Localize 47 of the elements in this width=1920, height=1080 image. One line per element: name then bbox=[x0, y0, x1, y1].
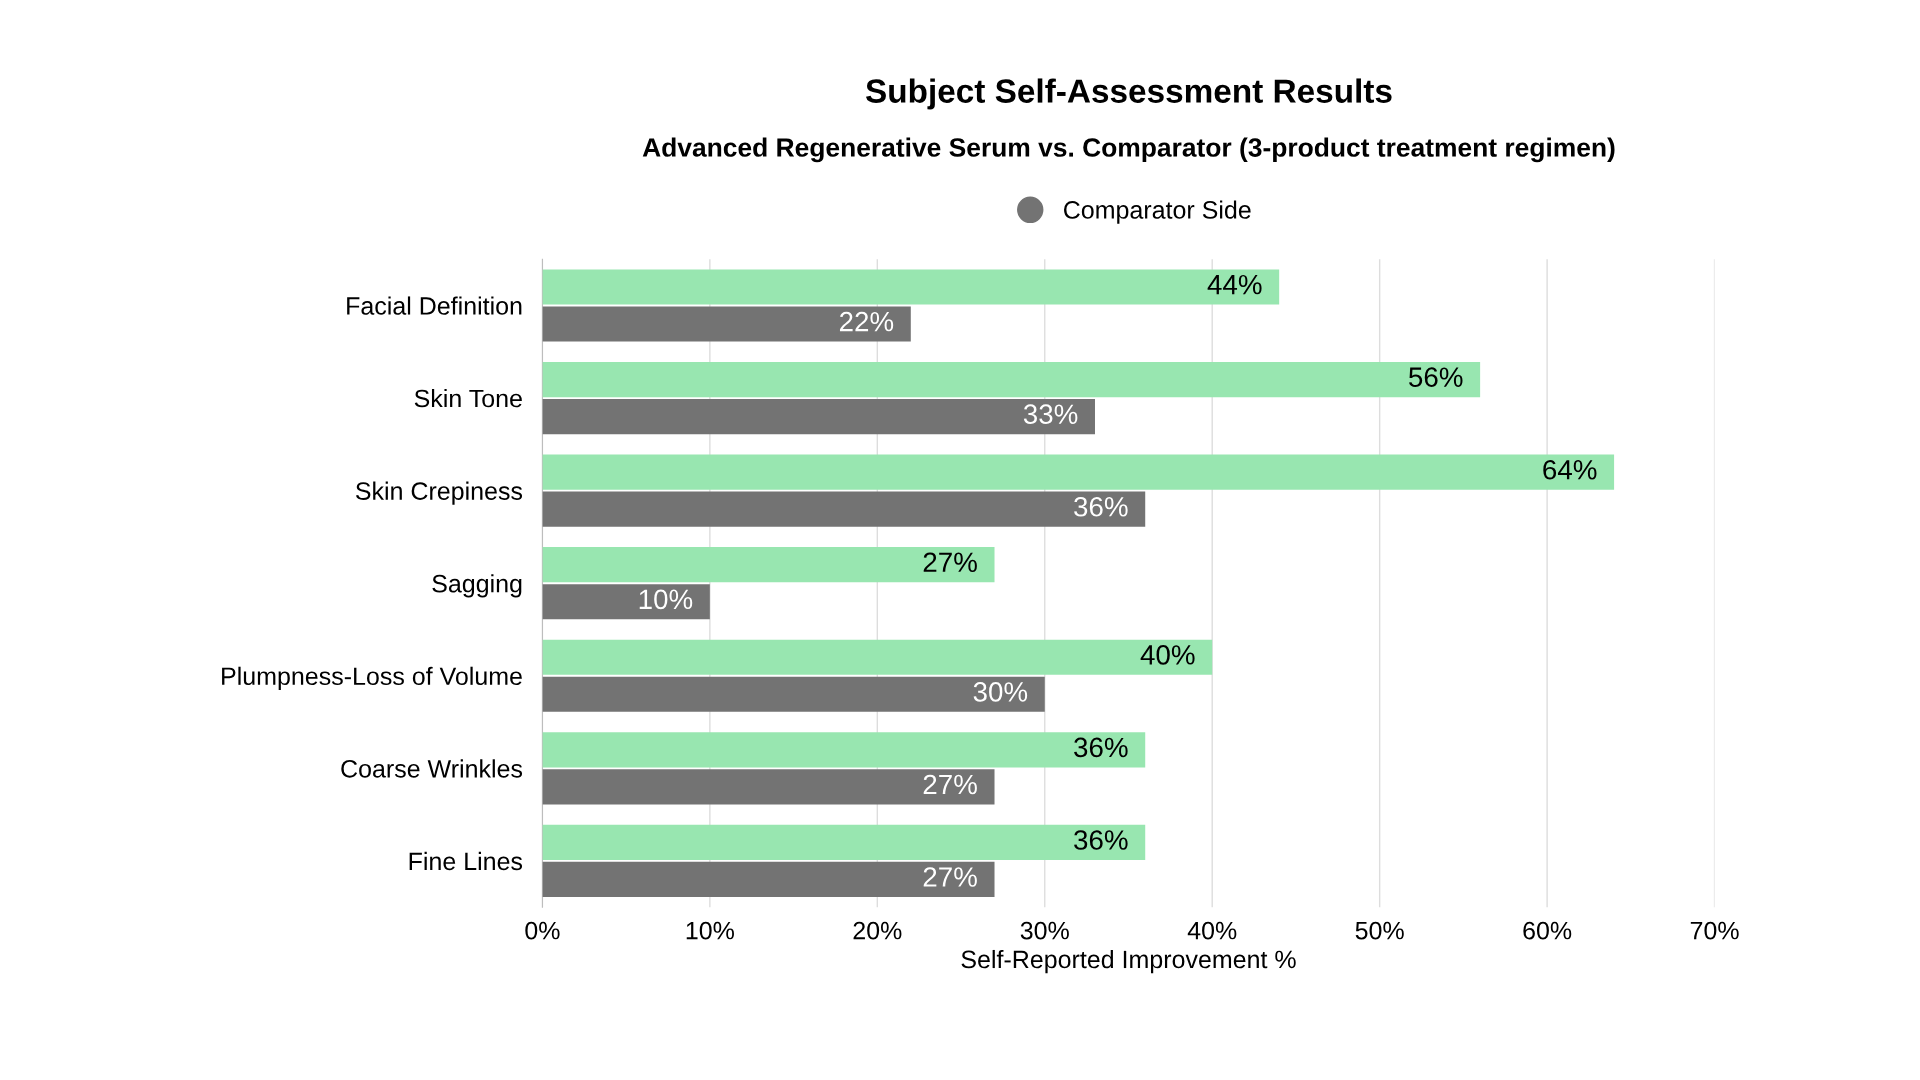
bar bbox=[542, 454, 1615, 490]
y-tick-label: Skin Tone bbox=[414, 389, 522, 408]
x-tick-label: 30% bbox=[1020, 921, 1069, 940]
bar bbox=[542, 769, 995, 805]
y-tick-label: Sagging bbox=[432, 574, 522, 598]
x-tick-label: 60% bbox=[1523, 921, 1572, 940]
bar bbox=[542, 491, 1146, 527]
data-label: 64% bbox=[1543, 459, 1597, 480]
bar bbox=[542, 398, 1095, 435]
x-axis-title: Self-Reported Improvement % bbox=[961, 949, 1296, 974]
bar bbox=[542, 861, 995, 898]
x-tick-label: 50% bbox=[1355, 921, 1404, 940]
chart-subtitle: Advanced Regenerative Serum vs. Comparator (3-product treatment regimen) bbox=[642, 137, 1615, 163]
x-tick-label: 20% bbox=[853, 921, 902, 940]
data-label: 56% bbox=[1409, 367, 1463, 387]
y-tick-label: Facial Definition bbox=[347, 296, 522, 315]
x-tick-label: 40% bbox=[1187, 921, 1237, 940]
data-label: 40% bbox=[1140, 645, 1195, 665]
data-label: 10% bbox=[639, 589, 693, 610]
data-label: 36% bbox=[1074, 830, 1128, 850]
data-label: 27% bbox=[923, 774, 977, 795]
chart-title: Subject Self-Assessment Results bbox=[865, 78, 1392, 110]
data-label: 22% bbox=[839, 311, 894, 332]
data-label: 30% bbox=[973, 682, 1028, 702]
x-tick-label: 10% bbox=[686, 921, 734, 940]
y-tick-label: Coarse Wrinkles bbox=[341, 759, 523, 778]
bar bbox=[542, 584, 710, 620]
bar bbox=[542, 639, 1213, 675]
x-tick-label: 70% bbox=[1690, 921, 1739, 940]
bar bbox=[542, 361, 1481, 398]
bar bbox=[542, 824, 1146, 860]
y-tick-label: Fine Lines bbox=[409, 851, 523, 871]
data-label: 36% bbox=[1074, 496, 1128, 517]
bar bbox=[542, 306, 911, 342]
data-label: 33% bbox=[1023, 404, 1078, 425]
data-label: 44% bbox=[1207, 274, 1262, 295]
x-tick-label: 0% bbox=[525, 921, 560, 940]
bar bbox=[542, 676, 1045, 712]
bar bbox=[542, 732, 1146, 768]
bar bbox=[542, 269, 1280, 305]
legend-label: Comparator Side bbox=[1064, 200, 1251, 224]
data-label: 36% bbox=[1074, 737, 1128, 758]
bar bbox=[542, 547, 995, 583]
y-tick-label: Plumpness-Loss of Volume bbox=[222, 666, 522, 691]
data-label: 27% bbox=[923, 867, 977, 887]
y-tick-label: Skin Crepiness bbox=[355, 481, 523, 505]
data-label: 27% bbox=[923, 552, 977, 573]
